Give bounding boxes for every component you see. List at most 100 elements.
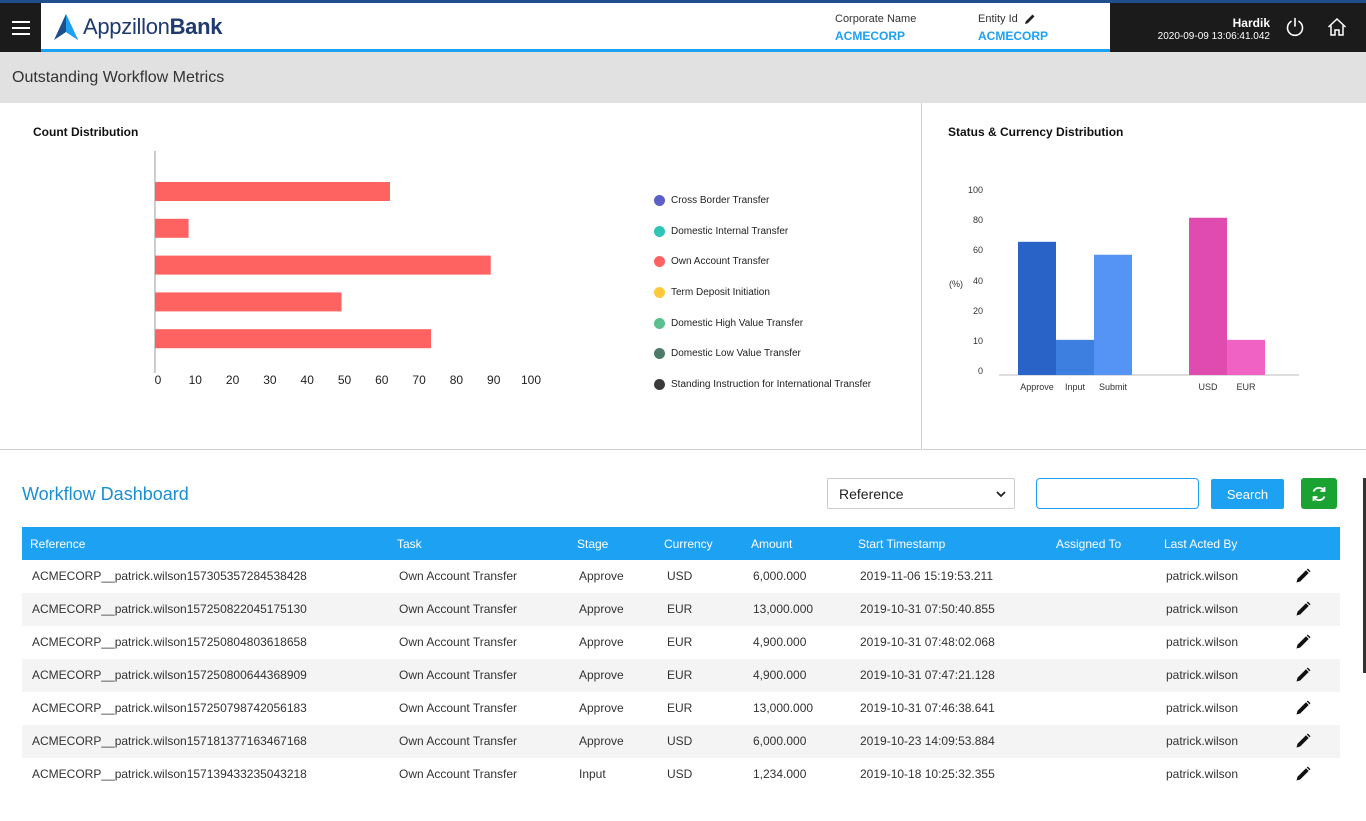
last-acted-by-cell: patrick.wilson: [1166, 602, 1239, 616]
stage-cell: Input: [579, 767, 606, 781]
column-header-start-timestamp[interactable]: Start Timestamp: [858, 537, 946, 551]
stage-cell: Approve: [579, 602, 624, 616]
edit-icon[interactable]: [1295, 667, 1311, 683]
column-header-currency[interactable]: Currency: [664, 537, 713, 551]
start-timestamp-cell: 2019-10-31 07:50:40.855: [860, 602, 995, 616]
column-header-last-acted-by[interactable]: Last Acted By: [1164, 537, 1238, 551]
amount-cell: 1,234.000: [753, 767, 807, 781]
reference-cell[interactable]: ACMECORP__patrick.wilson1573053572845384…: [32, 569, 307, 583]
power-icon[interactable]: [1284, 16, 1306, 38]
last-acted-by-cell: patrick.wilson: [1166, 668, 1239, 682]
task-cell: Own Account Transfer: [399, 602, 518, 616]
search-input[interactable]: [1036, 478, 1199, 509]
reference-cell[interactable]: ACMECORP__patrick.wilson1571813771634671…: [32, 734, 307, 748]
reference-cell[interactable]: ACMECORP__patrick.wilson1572507987420561…: [32, 701, 307, 715]
logo[interactable]: AppzillonBank: [53, 12, 223, 42]
x-category-label: USD: [1198, 382, 1218, 392]
reference-cell[interactable]: ACMECORP__patrick.wilson1572508006443689…: [32, 668, 307, 682]
table-body: ACMECORP__patrick.wilson1573053572845384…: [22, 560, 1340, 791]
legend-dot-icon: [654, 194, 665, 206]
legend-item[interactable]: Domestic Internal Transfer: [654, 216, 871, 247]
table-row[interactable]: ACMECORP__patrick.wilson1572508006443689…: [22, 659, 1340, 692]
legend-item[interactable]: Own Account Transfer: [654, 246, 871, 277]
count-bar[interactable]: [155, 182, 390, 201]
user-area: Hardik 2020-09-09 13:06:41.042: [1110, 3, 1366, 52]
currency-cell: EUR: [667, 635, 693, 649]
column-header-stage[interactable]: Stage: [577, 537, 609, 551]
workflow-table: Reference Task Stage Currency Amount Start Ti…: [22, 527, 1340, 791]
edit-icon[interactable]: [1295, 568, 1311, 584]
column-header-reference[interactable]: Reference: [30, 537, 86, 551]
amount-cell: 6,000.000: [753, 734, 807, 748]
legend-dot-icon: [654, 256, 665, 268]
edit-icon[interactable]: [1295, 733, 1311, 749]
count-bar[interactable]: [155, 292, 342, 312]
count-bar[interactable]: [155, 218, 189, 238]
table-row[interactable]: ACMECORP__patrick.wilson1572508220451751…: [22, 593, 1340, 626]
y-tick-label: 0: [978, 366, 983, 376]
last-acted-by-cell: patrick.wilson: [1166, 767, 1239, 781]
user-timestamp: 2020-09-09 13:06:41.042: [1157, 31, 1270, 42]
x-tick-label: 40: [301, 373, 315, 387]
table-row[interactable]: ACMECORP__patrick.wilson1573053572845384…: [22, 560, 1340, 593]
task-cell: Own Account Transfer: [399, 701, 518, 715]
reference-cell[interactable]: ACMECORP__patrick.wilson1572508048036186…: [32, 635, 307, 649]
table-row[interactable]: ACMECORP__patrick.wilson1572507987420561…: [22, 692, 1340, 725]
top-accent-line: [0, 0, 1366, 3]
x-tick-label: 50: [338, 373, 352, 387]
column-header-amount[interactable]: Amount: [751, 537, 793, 551]
corporate-name-label: Corporate Name: [835, 13, 917, 25]
edit-icon[interactable]: [1295, 766, 1311, 782]
start-timestamp-cell: 2019-10-31 07:47:21.128: [860, 668, 995, 682]
currency-cell: EUR: [667, 668, 693, 682]
table-row[interactable]: ACMECORP__patrick.wilson1571813771634671…: [22, 725, 1340, 758]
task-cell: Own Account Transfer: [399, 668, 518, 682]
column-header-assigned-to[interactable]: Assigned To: [1056, 537, 1122, 551]
entity-id-value[interactable]: ACMECORP: [978, 29, 1049, 43]
status-currency-bar[interactable]: [1056, 339, 1094, 375]
last-acted-by-cell: patrick.wilson: [1166, 701, 1239, 715]
x-tick-label: 70: [412, 373, 426, 387]
search-button[interactable]: Search: [1211, 479, 1284, 509]
filter-select[interactable]: Reference: [827, 478, 1015, 509]
legend-dot-icon: [654, 378, 665, 390]
legend-label: Domestic Low Value Transfer: [671, 348, 801, 360]
pencil-icon[interactable]: [1024, 13, 1036, 25]
start-timestamp-cell: 2019-10-31 07:46:38.641: [860, 701, 995, 715]
currency-cell: USD: [667, 734, 693, 748]
edit-icon[interactable]: [1295, 700, 1311, 716]
edit-icon[interactable]: [1295, 634, 1311, 650]
legend-item[interactable]: Standing Instruction for International T…: [654, 369, 871, 400]
y-tick-label: 20: [973, 306, 983, 316]
user-name: Hardik: [1232, 16, 1270, 30]
y-tick-label: 60: [973, 245, 983, 255]
legend-item[interactable]: Domestic High Value Transfer: [654, 308, 871, 339]
edit-icon[interactable]: [1295, 601, 1311, 617]
status-currency-bar[interactable]: [1094, 254, 1132, 375]
refresh-button[interactable]: [1301, 478, 1337, 509]
scrollbar[interactable]: [1363, 478, 1366, 673]
table-row[interactable]: ACMECORP__patrick.wilson1571394332350432…: [22, 758, 1340, 791]
status-currency-bar[interactable]: [1018, 241, 1056, 375]
stage-cell: Approve: [579, 734, 624, 748]
amount-cell: 13,000.000: [753, 602, 814, 616]
legend-item[interactable]: Cross Border Transfer: [654, 185, 871, 216]
count-bar[interactable]: [155, 255, 491, 275]
status-currency-panel: Status & Currency Distribution 100 80 60 40…: [923, 103, 1366, 450]
status-currency-title: Status & Currency Distribution: [948, 125, 1124, 139]
page-title-bar: Outstanding Workflow Metrics: [0, 52, 1366, 103]
legend-item[interactable]: Domestic Low Value Transfer: [654, 338, 871, 369]
column-header-task[interactable]: Task: [397, 537, 422, 551]
count-bar[interactable]: [155, 329, 432, 349]
home-icon[interactable]: [1326, 16, 1348, 38]
count-distribution-panel: Count Distribution 0 10 20 30 40 50 60 70 80 90 10…: [0, 103, 922, 450]
corporate-name-field: Corporate Name ACMECORP: [835, 13, 916, 43]
count-distribution-chart: 0 10 20 30 40 50 60 70 80 90 100: [154, 151, 541, 387]
status-currency-bar[interactable]: [1227, 339, 1265, 375]
reference-cell[interactable]: ACMECORP__patrick.wilson1571394332350432…: [32, 767, 307, 781]
legend-item[interactable]: Term Deposit Initiation: [654, 277, 871, 308]
reference-cell[interactable]: ACMECORP__patrick.wilson1572508220451751…: [32, 602, 307, 616]
menu-icon[interactable]: [0, 3, 41, 52]
status-currency-bar[interactable]: [1189, 217, 1227, 375]
table-row[interactable]: ACMECORP__patrick.wilson1572508048036186…: [22, 626, 1340, 659]
